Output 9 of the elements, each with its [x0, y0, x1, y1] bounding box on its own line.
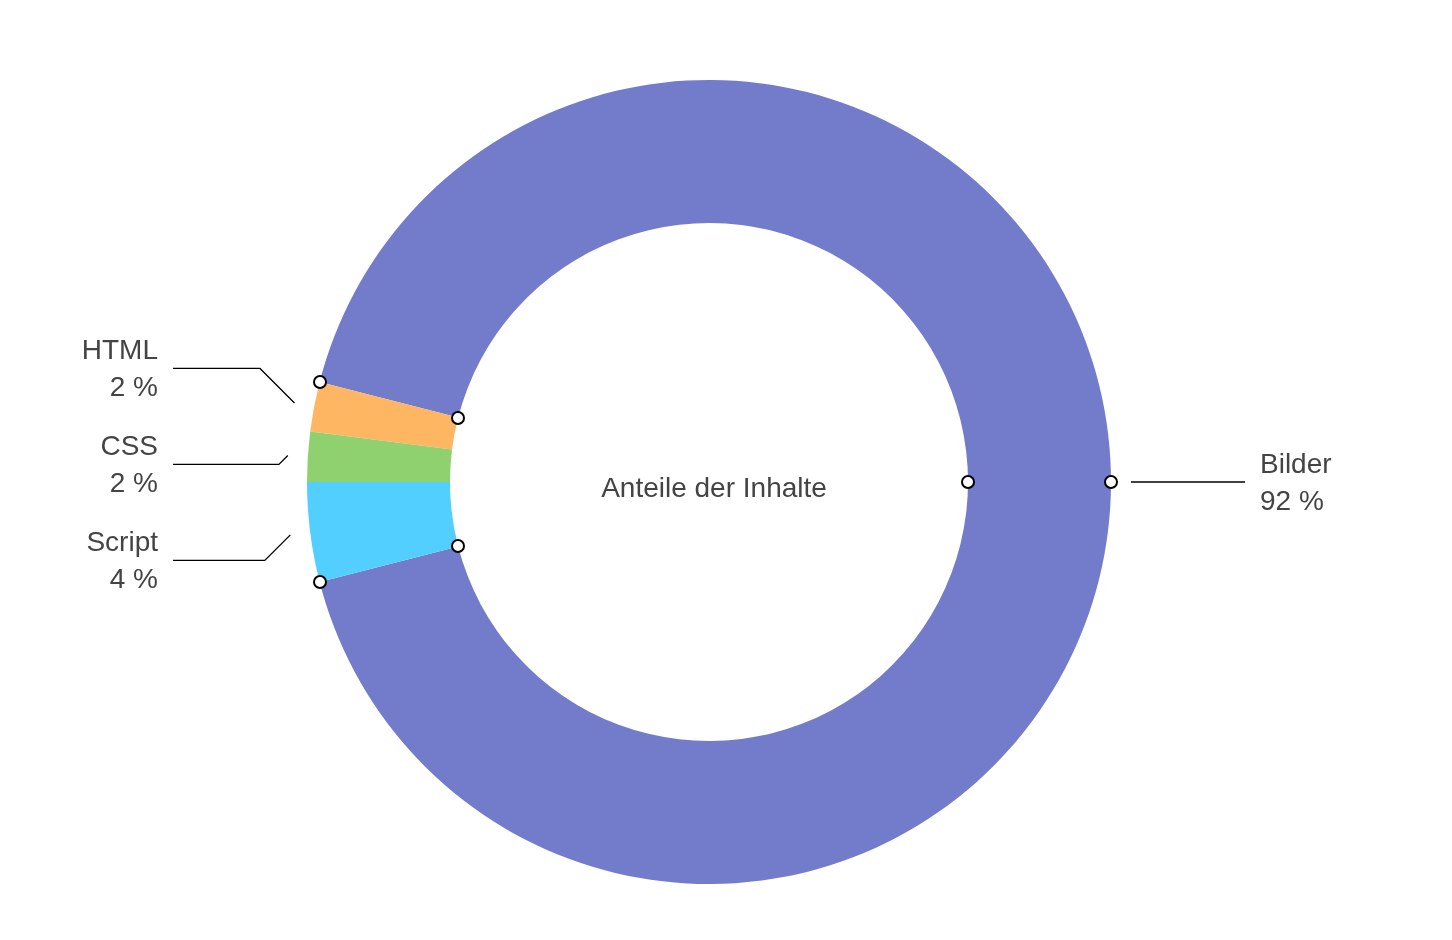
data-label: 92 % — [1260, 485, 1324, 516]
text: Anteile der Inhalte — [601, 471, 827, 503]
slice-label: Script — [86, 526, 159, 558]
data-label: 2 % — [109, 371, 158, 403]
slice-label: Bilder — [1260, 448, 1332, 479]
data-label: 2 % — [109, 467, 158, 499]
slice-label: HTML — [81, 334, 158, 366]
slice-label: CSS — [100, 430, 158, 462]
data-label: 4 % — [109, 563, 158, 595]
